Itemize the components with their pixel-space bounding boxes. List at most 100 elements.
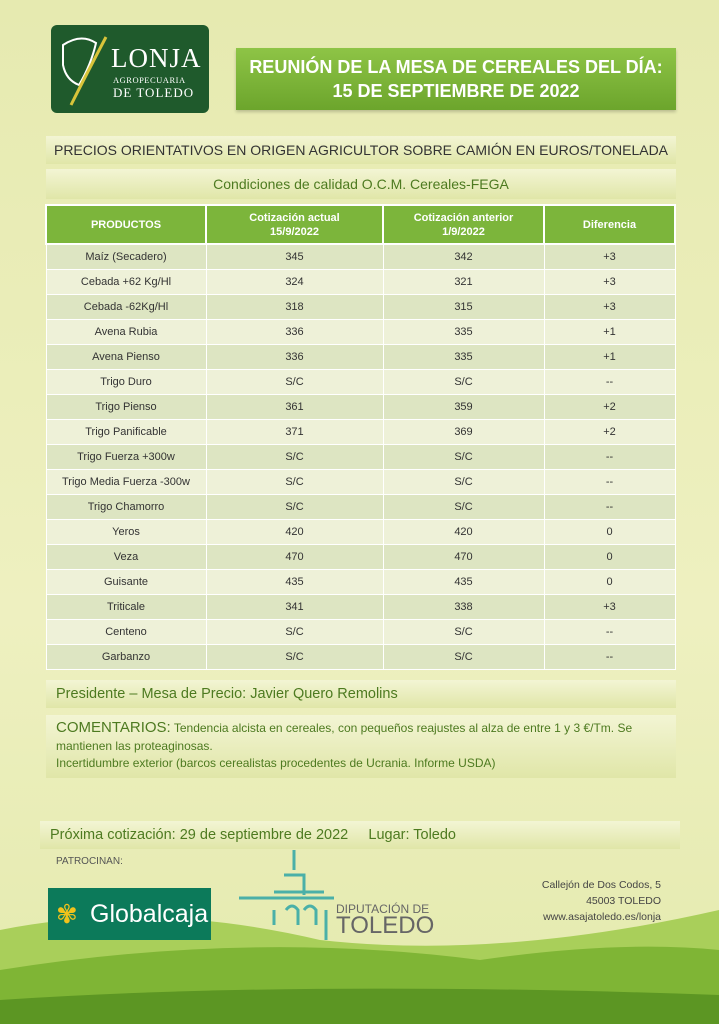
comments-text: Tendencia alcista en cereales, con peque… [56, 721, 633, 753]
comments: COMENTARIOS: Tendencia alcista en cereal… [46, 715, 676, 778]
address-city: 45003 TOLEDO [586, 895, 661, 907]
previous-price-cell: S/C [382, 443, 545, 470]
product-cell: Trigo Fuerza +300w [45, 443, 207, 470]
difference-cell: -- [543, 368, 676, 395]
difference-cell: +3 [543, 243, 676, 270]
previous-price-cell: 315 [382, 293, 545, 320]
previous-price-cell: 470 [382, 543, 545, 570]
table-row: Centeno S/C S/C -- [45, 618, 676, 645]
product-cell: Veza [45, 543, 207, 570]
page-title: REUNIÓN DE LA MESA DE CEREALES DEL DÍA: … [236, 48, 676, 110]
wheat-icon: ✾ [56, 899, 78, 929]
previous-price-cell: 369 [382, 418, 545, 445]
table-row: Maíz (Secadero) 345 342 +3 [45, 243, 676, 270]
alcazar-icon [239, 850, 359, 940]
difference-cell: -- [543, 643, 676, 670]
current-price-cell: 361 [205, 393, 384, 420]
table-row: Trigo Pienso 361 359 +2 [45, 393, 676, 420]
dip-line2: TOLEDO [336, 912, 435, 939]
table-row: Trigo Fuerza +300w S/C S/C -- [45, 443, 676, 470]
difference-cell: +3 [543, 268, 676, 295]
comments-label: COMENTARIOS: [56, 719, 171, 736]
lonja-logo: LONJA AGROPECUARIA DE TOLEDO [51, 25, 209, 113]
previous-price-cell: 321 [382, 268, 545, 295]
difference-cell: -- [543, 618, 676, 645]
product-cell: Cebada -62Kg/Hl [45, 293, 207, 320]
address-street: Callejón de Dos Codos, 5 [541, 879, 661, 891]
current-price-cell: S/C [205, 368, 384, 395]
header-previous: Cotización anterior 1/9/2022 [382, 204, 545, 245]
product-cell: Yeros [45, 518, 207, 545]
subtitle: PRECIOS ORIENTATIVOS EN ORIGEN AGRICULTO… [46, 136, 676, 164]
table-row: Trigo Panificable 371 369 +2 [45, 418, 676, 445]
product-cell: Triticale [45, 593, 207, 620]
difference-cell: +2 [543, 418, 676, 445]
current-price-cell: 324 [205, 268, 384, 295]
difference-cell: +2 [543, 393, 676, 420]
diputacion-logo: DIPUTACIÓN DE TOLEDO [234, 850, 444, 940]
current-price-cell: 420 [205, 518, 384, 545]
logo-line2: DE TOLEDO [113, 85, 195, 100]
table-row: Triticale 341 338 +3 [45, 593, 676, 620]
current-price-cell: S/C [205, 443, 384, 470]
table-row: Yeros 420 420 0 [45, 518, 676, 545]
globalcaja-logo: ✾ Globalcaja [48, 888, 211, 940]
product-cell: Centeno [45, 618, 207, 645]
table-row: Avena Rubia 336 335 +1 [45, 318, 676, 345]
dip-line1: DIPUTACIÓN DE [336, 902, 430, 916]
price-table: PRODUCTOS Cotización actual 15/9/2022 Cot… [45, 204, 676, 670]
table-row: Trigo Chamorro S/C S/C -- [45, 493, 676, 520]
title-line2: 15 DE SEPTIEMBRE DE 2022 [332, 81, 580, 101]
difference-cell: 0 [543, 568, 676, 595]
current-price-cell: 470 [205, 543, 384, 570]
difference-cell: +3 [543, 593, 676, 620]
table-row: Veza 470 470 0 [45, 543, 676, 570]
table-row: Garbanzo S/C S/C -- [45, 643, 676, 670]
difference-cell: 0 [543, 518, 676, 545]
previous-price-cell: 342 [382, 243, 545, 270]
table-row: Cebada +62 Kg/Hl 324 321 +3 [45, 268, 676, 295]
previous-price-cell: S/C [382, 493, 545, 520]
difference-cell: +1 [543, 318, 676, 345]
current-price-cell: 345 [205, 243, 384, 270]
product-cell: Avena Pienso [45, 343, 207, 370]
logo-title: LONJA [111, 43, 202, 73]
previous-price-cell: 335 [382, 343, 545, 370]
product-cell: Guisante [45, 568, 207, 595]
product-cell: Trigo Pienso [45, 393, 207, 420]
previous-price-cell: 435 [382, 568, 545, 595]
comments-text2: Incertidumbre exterior (barcos cerealist… [56, 756, 496, 770]
current-price-cell: S/C [205, 468, 384, 495]
previous-price-cell: S/C [382, 618, 545, 645]
table-row: Avena Pienso 336 335 +1 [45, 343, 676, 370]
current-price-cell: 318 [205, 293, 384, 320]
difference-cell: -- [543, 493, 676, 520]
title-line1: REUNIÓN DE LA MESA DE CEREALES DEL DÍA: [249, 57, 663, 77]
table-row: Trigo Media Fuerza -300w S/C S/C -- [45, 468, 676, 495]
product-cell: Cebada +62 Kg/Hl [45, 268, 207, 295]
current-price-cell: 336 [205, 318, 384, 345]
product-cell: Avena Rubia [45, 318, 207, 345]
conditions: Condiciones de calidad O.C.M. Cereales-F… [46, 169, 676, 199]
table-row: Guisante 435 435 0 [45, 568, 676, 595]
difference-cell: +1 [543, 343, 676, 370]
previous-price-cell: S/C [382, 368, 545, 395]
previous-price-cell: 338 [382, 593, 545, 620]
next-place: Lugar: Toledo [368, 827, 456, 843]
next-quote: Próxima cotización: 29 de septiembre de … [40, 821, 680, 849]
current-price-cell: S/C [205, 493, 384, 520]
address: Callejón de Dos Codos, 5 45003 TOLEDO ww… [542, 877, 661, 925]
difference-cell: +3 [543, 293, 676, 320]
current-price-cell: 341 [205, 593, 384, 620]
previous-price-cell: 335 [382, 318, 545, 345]
website-link[interactable]: www.asajatoledo.es/lonja [543, 911, 661, 923]
bull-wheat-icon [62, 36, 108, 106]
previous-price-cell: S/C [382, 468, 545, 495]
previous-price-cell: 420 [382, 518, 545, 545]
president: Presidente – Mesa de Precio: Javier Quer… [46, 680, 676, 708]
current-price-cell: 435 [205, 568, 384, 595]
next-date: Próxima cotización: 29 de septiembre de … [50, 827, 349, 843]
header-difference: Diferencia [543, 204, 676, 245]
product-cell: Maíz (Secadero) [45, 243, 207, 270]
product-cell: Trigo Panificable [45, 418, 207, 445]
